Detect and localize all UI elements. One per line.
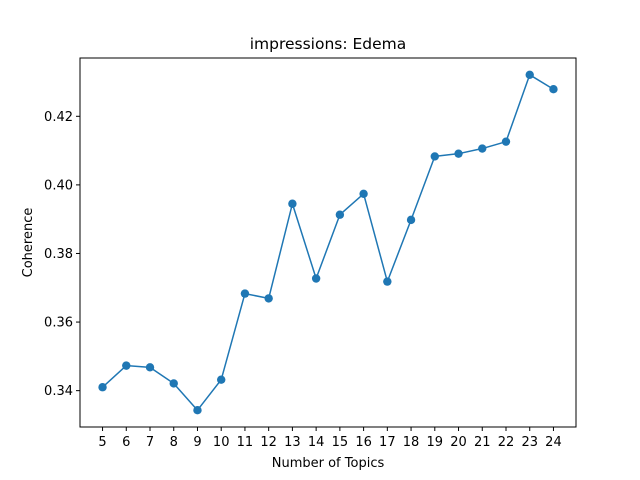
- x-tick-label: 17: [379, 435, 396, 450]
- x-tick-label: 21: [474, 435, 491, 450]
- x-tick-label: 24: [545, 435, 562, 450]
- data-point: [240, 289, 250, 298]
- x-tick-label: 8: [170, 435, 178, 450]
- data-point: [288, 199, 297, 208]
- y-tick-label: 0.40: [44, 178, 73, 193]
- x-tick-label: 16: [355, 435, 372, 450]
- x-tick-label: 15: [332, 435, 349, 450]
- plot-area-frame: [79, 57, 577, 428]
- data-point: [264, 294, 273, 303]
- y-axis-label: Coherence: [21, 208, 36, 278]
- x-tick-label: 23: [521, 435, 538, 450]
- x-tick-label: 10: [213, 435, 230, 450]
- x-tick-label: 20: [450, 435, 467, 450]
- x-tick-label: 6: [122, 435, 130, 450]
- y-axis-ticks: 0.34 0.36 0.38 0.40 0.42: [44, 110, 80, 399]
- data-point: [335, 210, 345, 219]
- x-tick-label: 12: [260, 435, 277, 450]
- data-point: [311, 274, 321, 283]
- x-axis-label: Number of Topics: [272, 456, 385, 471]
- x-tick-label: 5: [98, 435, 106, 450]
- x-tick-label: 14: [308, 435, 325, 450]
- data-point: [501, 137, 511, 146]
- data-point: [217, 375, 226, 384]
- y-tick-label: 0.42: [44, 110, 73, 125]
- data-point: [383, 277, 392, 286]
- data-point: [98, 383, 107, 392]
- y-tick-label: 0.38: [44, 247, 73, 262]
- x-tick-label: 18: [403, 435, 420, 450]
- data-point: [145, 363, 155, 372]
- x-tick-label: 19: [427, 435, 444, 450]
- x-axis-ticks: 5 6 7 8 9 10 11 12 13 14 15 16 17 18 19 20 21 22 23 24: [98, 427, 562, 450]
- x-tick-label: 22: [498, 435, 515, 450]
- chart-title: impressions: Edema: [250, 35, 407, 53]
- x-tick-label: 9: [193, 435, 201, 450]
- y-tick-label: 0.36: [44, 316, 73, 331]
- series-line: [102, 74, 554, 411]
- series-group: [98, 70, 558, 415]
- data-point: [549, 85, 558, 94]
- data-point: [430, 152, 439, 161]
- data-point: [122, 361, 131, 370]
- x-tick-label: 13: [284, 435, 301, 450]
- data-point: [406, 215, 416, 225]
- x-tick-label: 7: [146, 435, 154, 450]
- x-tick-label: 11: [237, 435, 254, 450]
- data-point: [359, 189, 368, 199]
- data-point: [193, 405, 202, 415]
- y-tick-label: 0.34: [44, 384, 73, 399]
- data-point: [525, 70, 534, 80]
- data-point: [478, 144, 487, 153]
- data-point: [454, 149, 463, 158]
- data-point: [169, 379, 178, 388]
